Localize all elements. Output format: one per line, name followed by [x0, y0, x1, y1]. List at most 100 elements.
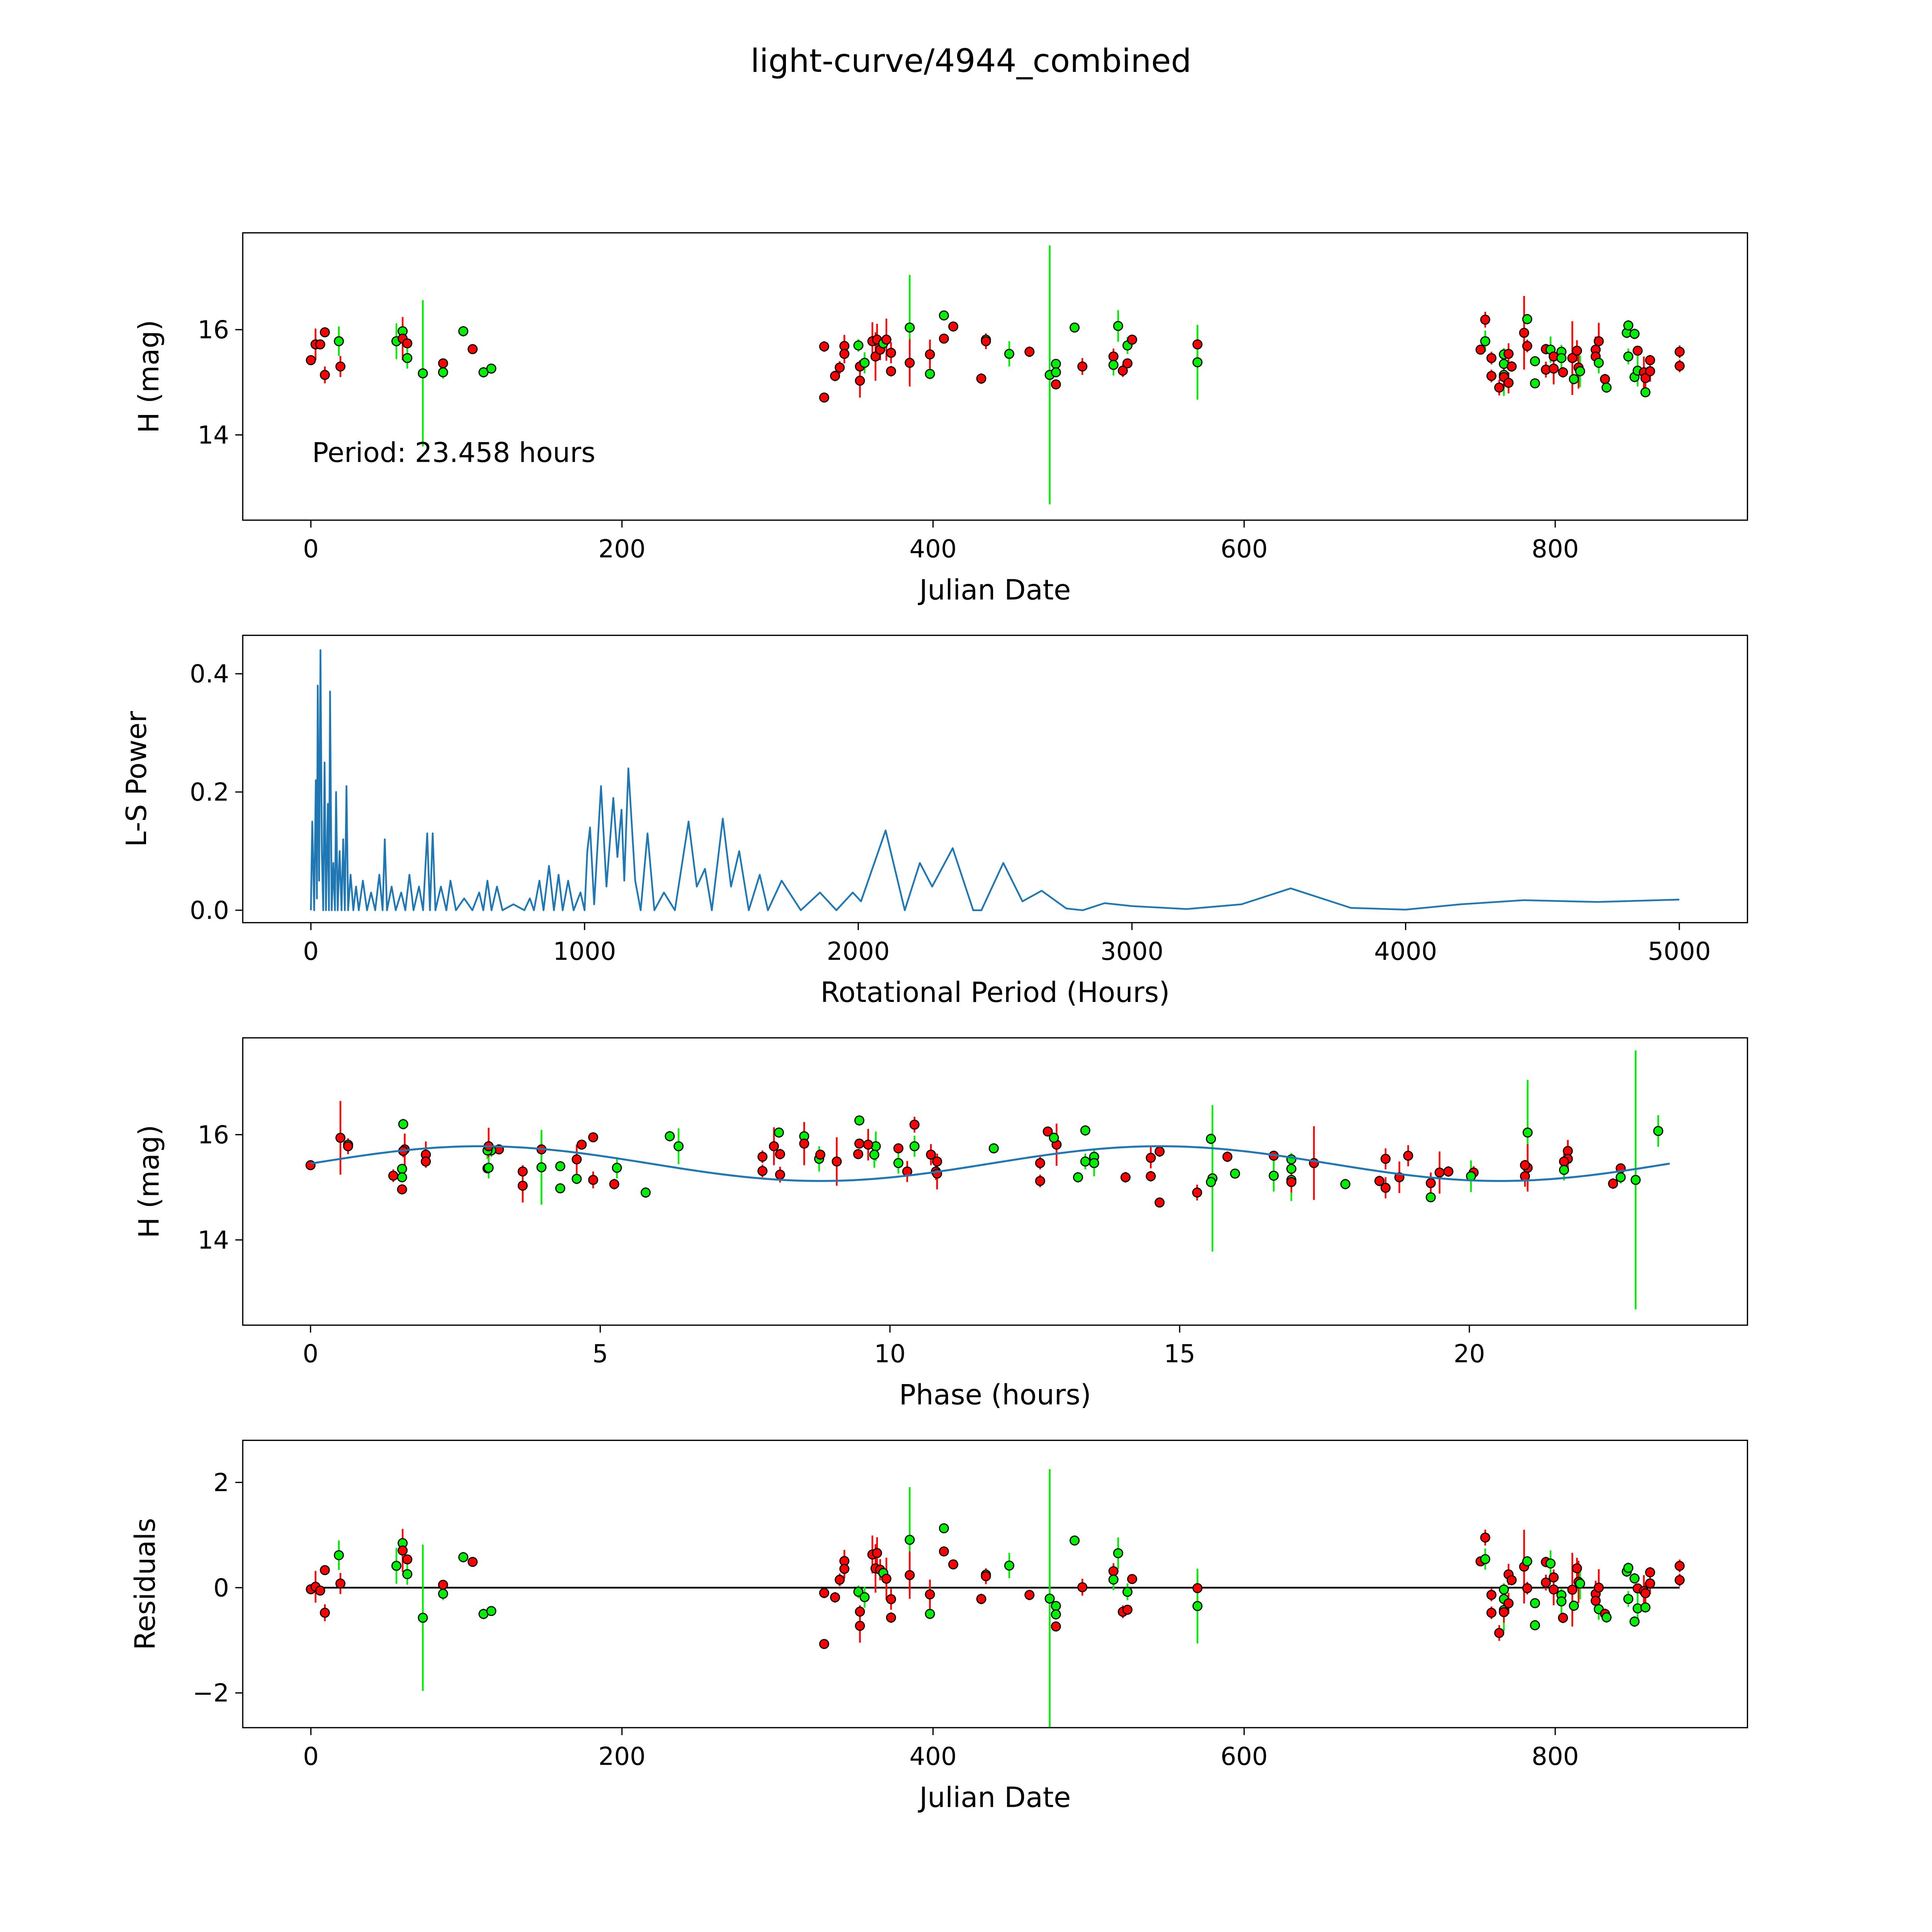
- axes-frame: [242, 1439, 1748, 1728]
- data-point-red: [1519, 328, 1529, 338]
- data-point-red: [1520, 1171, 1530, 1182]
- data-point-green: [1653, 1126, 1663, 1136]
- data-point-green: [988, 1143, 999, 1153]
- x-tick-label: 15: [1164, 1340, 1196, 1369]
- data-point-red: [1674, 1561, 1685, 1571]
- data-point-red: [1558, 367, 1568, 378]
- data-point-green: [1522, 1128, 1533, 1138]
- data-point-red: [1486, 353, 1497, 363]
- data-point-red: [1024, 1590, 1035, 1600]
- data-point-red: [517, 1180, 528, 1191]
- data-point-green: [1480, 1554, 1490, 1565]
- data-point-green: [1631, 1175, 1641, 1185]
- data-point-green: [1269, 1170, 1279, 1181]
- data-point-green: [859, 1592, 870, 1602]
- data-point-red: [905, 1570, 915, 1580]
- data-point-red: [1222, 1151, 1233, 1162]
- data-point-red: [306, 355, 316, 366]
- x-tick-label: 400: [910, 535, 957, 563]
- data-point-green: [458, 1552, 468, 1563]
- y-tick-label: 14: [197, 1226, 229, 1255]
- data-point-green: [1122, 1587, 1133, 1597]
- data-point-red: [835, 1575, 845, 1585]
- data-point-green: [939, 310, 949, 321]
- data-point-red: [854, 1138, 864, 1149]
- data-point-red: [1590, 1595, 1601, 1606]
- data-point-green: [1004, 349, 1014, 359]
- x-tick-label: 0: [303, 937, 319, 966]
- data-point-green: [391, 1561, 401, 1571]
- phase-panel: 0 5 10 15 20 14 16 Phase (hours) H (mag): [133, 1037, 1748, 1412]
- data-point-green: [1089, 1158, 1099, 1168]
- data-point-red: [976, 1594, 986, 1604]
- data-point-red: [1475, 344, 1486, 355]
- data-point-red: [1645, 366, 1655, 376]
- data-point-red: [1043, 1126, 1053, 1137]
- data-point-red: [1117, 366, 1128, 376]
- data-point-red: [839, 1564, 850, 1574]
- data-point-green: [1616, 1172, 1626, 1182]
- data-point-red: [1108, 351, 1119, 362]
- data-point-red: [305, 1160, 316, 1170]
- data-point-red: [1403, 1150, 1413, 1161]
- data-point-green: [1623, 351, 1634, 362]
- data-point-green: [854, 1115, 864, 1126]
- data-point-red: [1035, 1158, 1045, 1168]
- data-point-green: [1575, 1578, 1585, 1589]
- data-point-green: [438, 1588, 448, 1599]
- data-point-red: [1548, 1584, 1559, 1595]
- data-point-red: [1499, 1607, 1509, 1617]
- data-point-red: [1127, 1574, 1137, 1584]
- x-axis-label: Julian Date: [918, 1781, 1071, 1814]
- x-axis-label: Rotational Period (Hours): [820, 976, 1170, 1009]
- data-point-red: [819, 392, 829, 403]
- x-axis-label: Julian Date: [918, 574, 1071, 606]
- data-point-red: [1480, 315, 1490, 325]
- data-point-green: [1629, 1616, 1640, 1627]
- x-tick-label: 400: [910, 1742, 957, 1771]
- data-point-green: [1070, 1535, 1080, 1546]
- data-point-red: [1486, 371, 1497, 381]
- data-point-red: [1425, 1178, 1436, 1188]
- data-point-green: [333, 1550, 344, 1560]
- data-point-green: [869, 1150, 879, 1160]
- data-point-red: [315, 339, 325, 350]
- data-point-red: [855, 1621, 865, 1631]
- data-point-red: [1645, 1578, 1655, 1588]
- data-point-red: [1520, 1160, 1530, 1170]
- data-point-green: [1206, 1177, 1216, 1187]
- data-point-red: [335, 1133, 346, 1143]
- data-point-red: [1146, 1171, 1156, 1182]
- data-point-red: [397, 1184, 407, 1195]
- y-tick-label: 2: [213, 1469, 229, 1497]
- data-point-red: [1633, 345, 1643, 356]
- data-point-green: [1522, 314, 1532, 324]
- data-point-red: [1567, 1585, 1578, 1595]
- data-point-red: [588, 1175, 599, 1185]
- data-point-green: [1051, 1609, 1061, 1619]
- y-axis-label: H (mag): [133, 320, 165, 434]
- data-point-red: [1443, 1166, 1454, 1177]
- data-point-green: [1594, 357, 1604, 368]
- data-point-green: [1601, 1612, 1612, 1622]
- data-point-green: [1640, 387, 1651, 398]
- data-point-red: [1486, 1590, 1497, 1600]
- data-point-red: [1674, 347, 1685, 357]
- data-point-green: [1629, 1573, 1640, 1583]
- data-point-red: [1374, 1176, 1384, 1186]
- data-point-red: [819, 1588, 829, 1598]
- data-point-red: [468, 1557, 478, 1567]
- x-tick-label: 1000: [553, 937, 616, 966]
- data-point-green: [402, 1569, 413, 1579]
- data-point-green: [1340, 1179, 1350, 1189]
- data-point-green: [1480, 336, 1490, 347]
- data-point-green: [640, 1187, 651, 1198]
- data-point-red: [1051, 379, 1061, 389]
- data-point-red: [1507, 361, 1517, 372]
- data-point-red: [1645, 1567, 1655, 1578]
- x-tick-label: 0: [303, 1742, 319, 1771]
- data-point-red: [835, 362, 845, 373]
- data-point-red: [1120, 1172, 1131, 1182]
- data-point-green: [397, 1164, 407, 1174]
- data-point-red: [981, 336, 991, 347]
